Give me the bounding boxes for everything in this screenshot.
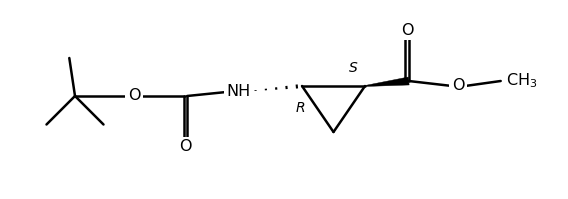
Text: O: O <box>128 89 140 103</box>
Text: R: R <box>295 101 305 115</box>
Text: O: O <box>400 23 413 38</box>
Text: CH$_3$: CH$_3$ <box>506 72 537 90</box>
Text: NH: NH <box>226 84 250 99</box>
Text: O: O <box>452 78 465 94</box>
Text: O: O <box>179 139 191 154</box>
Text: S: S <box>349 61 357 75</box>
Polygon shape <box>365 77 409 87</box>
